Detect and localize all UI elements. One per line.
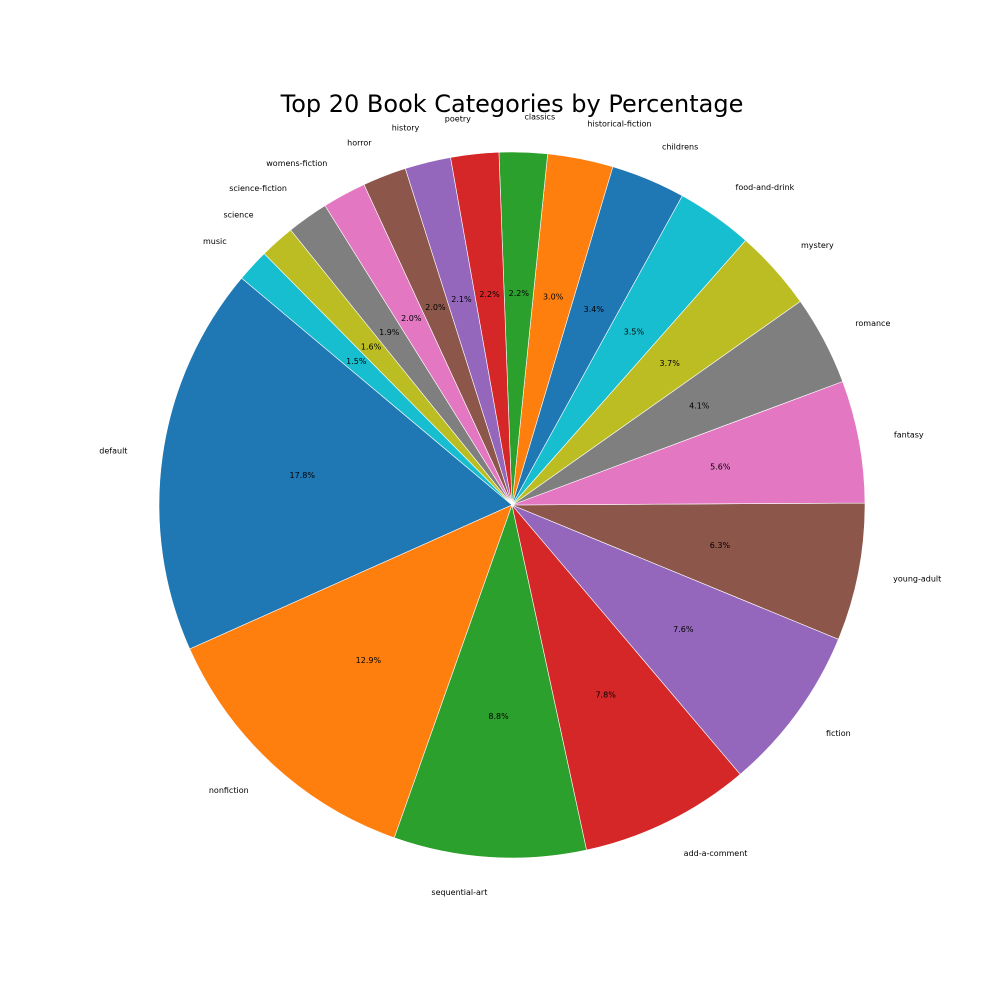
slice-label-womens-fiction: womens-fiction: [266, 159, 327, 168]
pct-label-history: 2.1%: [451, 295, 472, 304]
slice-label-horror: horror: [347, 138, 372, 147]
slice-label-food-and-drink: food-and-drink: [736, 183, 795, 192]
pie-slice-nonfiction: [189, 504, 513, 839]
pct-label-poetry: 2.2%: [479, 290, 500, 299]
pie-slice-default: [158, 277, 513, 650]
slice-label-fantasy: fantasy: [894, 430, 924, 439]
pie-slice-fiction: [511, 504, 839, 775]
pie-slice-sequential-art: [393, 503, 587, 859]
slice-label-music: music: [203, 237, 227, 246]
slice-label-historical-fiction: historical-fiction: [587, 120, 651, 129]
pie-slices: [158, 151, 866, 859]
pct-label-default: 17.8%: [290, 471, 316, 480]
slice-label-fiction: fiction: [826, 729, 851, 738]
pct-label-classics: 2.2%: [509, 289, 530, 298]
slice-label-add-a-comment: add-a-comment: [684, 849, 748, 858]
pct-label-nonfiction: 12.9%: [356, 656, 382, 665]
slice-label-poetry: poetry: [445, 114, 471, 123]
pct-label-romance: 4.1%: [689, 402, 710, 411]
slice-label-childrens: childrens: [662, 142, 698, 151]
slice-label-history: history: [392, 123, 420, 132]
slice-label-science: science: [223, 211, 253, 220]
pct-label-mystery: 3.7%: [659, 359, 680, 368]
slice-label-romance: romance: [855, 319, 890, 328]
chart-title: Top 20 Book Categories by Percentage: [280, 90, 744, 118]
slice-label-sequential-art: sequential-art: [431, 888, 487, 897]
pct-label-childrens: 3.4%: [584, 305, 605, 314]
slice-label-nonfiction: nonfiction: [209, 786, 249, 795]
pct-label-young-adult: 6.3%: [710, 541, 731, 550]
pct-label-food-and-drink: 3.5%: [624, 327, 645, 336]
pct-label-horror: 2.0%: [425, 303, 446, 312]
percentage-labels: 17.8% 12.9% 8.8% 7.8% 7.6% 6.3% 5.6% 4.1% 3.7% 3.…: [290, 289, 731, 721]
slice-label-classics: classics: [524, 112, 555, 121]
pct-label-science: 1.6%: [361, 342, 382, 351]
slice-label-mystery: mystery: [801, 241, 834, 250]
pie-slice-music: [241, 253, 513, 506]
pie-slice-add-a-comment: [511, 504, 741, 851]
slice-label-default: default: [99, 447, 127, 456]
pct-label-historical-fiction: 3.0%: [543, 293, 564, 302]
pct-label-music: 1.5%: [346, 357, 367, 366]
pct-label-fantasy: 5.6%: [710, 462, 731, 471]
slice-label-science-fiction: science-fiction: [229, 184, 287, 193]
pct-label-science-fiction: 1.9%: [379, 328, 400, 337]
pie-slice-young-adult: [511, 502, 866, 640]
pct-label-add-a-comment: 7.8%: [595, 690, 616, 699]
pct-label-sequential-art: 8.8%: [488, 712, 509, 721]
pct-label-fiction: 7.6%: [673, 625, 694, 634]
slice-labels: default nonfiction sequential-art add-a-com…: [99, 112, 941, 897]
pct-label-womens-fiction: 2.0%: [401, 314, 422, 323]
slice-label-young-adult: young-adult: [893, 575, 941, 584]
